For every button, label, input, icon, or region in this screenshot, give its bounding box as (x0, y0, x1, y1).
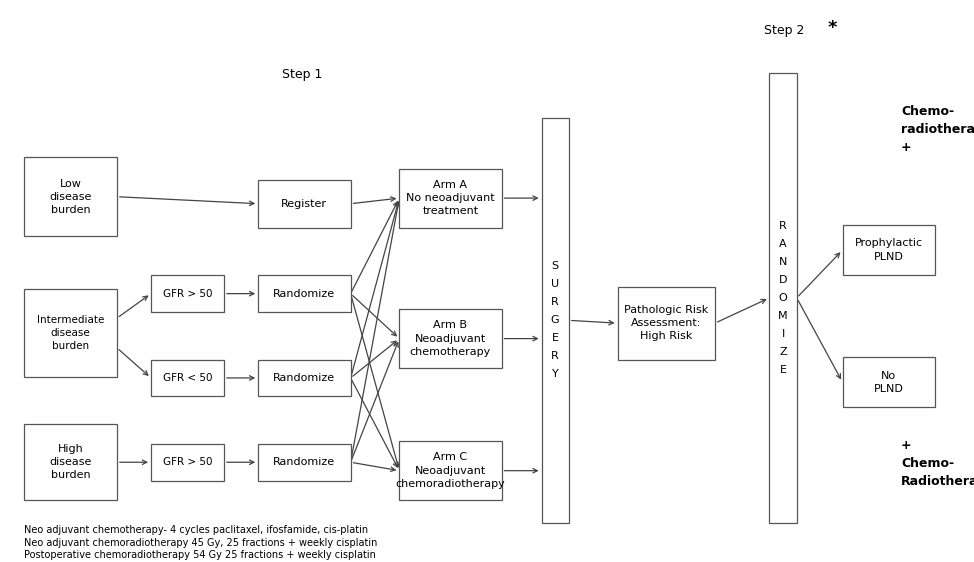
FancyBboxPatch shape (258, 360, 351, 396)
FancyBboxPatch shape (843, 225, 935, 275)
Text: Step 1: Step 1 (281, 69, 322, 81)
FancyBboxPatch shape (24, 289, 117, 377)
Text: Arm C
Neoadjuvant
chemoradiotherapy: Arm C Neoadjuvant chemoradiotherapy (395, 452, 506, 489)
FancyBboxPatch shape (151, 360, 224, 396)
Text: Step 2: Step 2 (764, 24, 805, 37)
Text: +
Chemo-
Radiotherapy: + Chemo- Radiotherapy (901, 439, 974, 488)
Text: Neo adjuvant chemotherapy- 4 cycles paclitaxel, ifosfamide, cis-platin: Neo adjuvant chemotherapy- 4 cycles pacl… (24, 525, 368, 536)
FancyBboxPatch shape (769, 73, 797, 523)
FancyBboxPatch shape (399, 441, 502, 500)
Text: S
U
R
G
E
R
Y: S U R G E R Y (551, 261, 559, 379)
FancyBboxPatch shape (258, 275, 351, 312)
Text: R
A
N
D
O
M
I
Z
E: R A N D O M I Z E (778, 221, 788, 375)
FancyBboxPatch shape (843, 357, 935, 407)
FancyBboxPatch shape (24, 424, 117, 500)
FancyBboxPatch shape (24, 157, 117, 236)
Text: Prophylactic
PLND: Prophylactic PLND (855, 238, 922, 262)
FancyBboxPatch shape (151, 275, 224, 312)
Text: Register: Register (281, 199, 327, 209)
FancyBboxPatch shape (542, 118, 569, 523)
Text: Randomize: Randomize (274, 373, 335, 383)
FancyBboxPatch shape (258, 180, 351, 228)
Text: Intermediate
disease
burden: Intermediate disease burden (37, 315, 104, 351)
Text: GFR > 50: GFR > 50 (163, 289, 212, 298)
Text: Postoperative chemoradiotherapy 54 Gy 25 fractions + weekly cisplatin: Postoperative chemoradiotherapy 54 Gy 25… (24, 550, 376, 560)
FancyBboxPatch shape (258, 444, 351, 481)
Text: Neo adjuvant chemoradiotherapy 45 Gy, 25 fractions + weekly cisplatin: Neo adjuvant chemoradiotherapy 45 Gy, 25… (24, 538, 378, 548)
Text: High
disease
burden: High disease burden (50, 444, 92, 481)
Text: No
PLND: No PLND (874, 370, 904, 394)
Text: Chemo-
radiotherapy
+: Chemo- radiotherapy + (901, 105, 974, 154)
FancyBboxPatch shape (399, 169, 502, 228)
Text: Arm A
No neoadjuvant
treatment: Arm A No neoadjuvant treatment (406, 180, 495, 216)
Text: Randomize: Randomize (274, 289, 335, 298)
Text: Low
disease
burden: Low disease burden (50, 179, 92, 215)
Text: Arm B
Neoadjuvant
chemotherapy: Arm B Neoadjuvant chemotherapy (410, 320, 491, 357)
Text: *: * (828, 19, 838, 37)
Text: GFR < 50: GFR < 50 (163, 373, 212, 383)
FancyBboxPatch shape (399, 309, 502, 368)
FancyBboxPatch shape (151, 444, 224, 481)
FancyBboxPatch shape (618, 287, 715, 360)
Text: Pathologic Risk
Assessment:
High Risk: Pathologic Risk Assessment: High Risk (624, 305, 708, 341)
Text: GFR > 50: GFR > 50 (163, 457, 212, 467)
Text: Randomize: Randomize (274, 457, 335, 467)
